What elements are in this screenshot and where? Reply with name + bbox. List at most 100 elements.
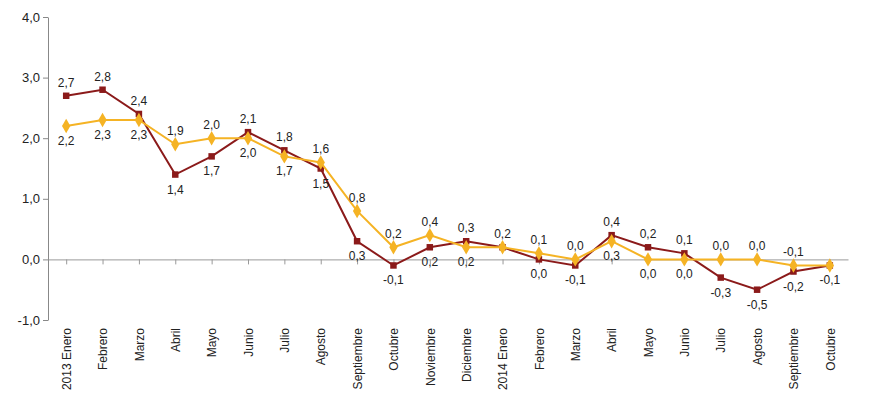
series-marker	[354, 238, 360, 244]
data-label: 2,3	[94, 128, 111, 142]
series-marker	[208, 153, 214, 159]
series-marker	[353, 204, 361, 218]
y-axis-line	[48, 18, 49, 321]
data-label: 0,0	[676, 267, 693, 281]
data-label: 2,4	[131, 94, 148, 108]
x-tick-label: Abril	[605, 328, 619, 352]
x-tick: 2014 Enero	[496, 259, 510, 390]
x-tick-label: Mayo	[205, 328, 219, 358]
x-tick-label: Julio	[714, 328, 728, 353]
series-marker	[754, 286, 760, 292]
data-label: 1,8	[276, 130, 293, 144]
data-label: 0,0	[749, 239, 766, 253]
data-label: 2,7	[58, 76, 75, 90]
series-marker	[62, 119, 70, 133]
x-tick: 2013 Enero	[60, 259, 74, 390]
y-tick-label: 3,0	[22, 70, 40, 85]
data-label: -0,2	[783, 280, 804, 294]
y-tick-mark	[43, 259, 48, 260]
x-tick-label: Febrero	[533, 328, 547, 370]
x-tick-label: Octubre	[387, 328, 401, 371]
x-tick: Abril	[169, 259, 183, 352]
x-tick-label: Junio	[678, 328, 692, 357]
data-label: 0,1	[531, 233, 548, 247]
data-label: 0,2	[640, 227, 657, 241]
x-tick-mark	[248, 259, 249, 264]
data-label: 0,2	[494, 227, 511, 241]
x-tick: Agosto	[314, 259, 328, 365]
x-tick: Diciembre	[460, 259, 474, 382]
x-tick-label: Agosto	[751, 328, 765, 366]
data-label: 1,4	[167, 183, 184, 197]
data-label: 1,6	[312, 142, 329, 156]
series-marker	[498, 240, 506, 254]
series-marker	[535, 246, 543, 260]
data-label: -0,1	[383, 273, 404, 287]
x-tick-label: Noviembre	[424, 328, 438, 386]
x-tick: Julio	[278, 259, 292, 352]
x-tick-label: Octubre	[824, 328, 838, 371]
data-label: 2,0	[240, 146, 257, 160]
y-tick-label: -1,0	[18, 313, 40, 328]
series-marker	[717, 252, 725, 266]
y-tick-label: 1,0	[22, 191, 40, 206]
series-marker	[426, 228, 434, 242]
series-marker	[680, 252, 688, 266]
x-tick-label: 2014 Enero	[496, 328, 510, 390]
x-tick-label: Diciembre	[460, 328, 474, 382]
x-tick-label: Febrero	[96, 328, 110, 370]
x-tick-label: Marzo	[133, 328, 147, 362]
y-tick: 1,0	[22, 191, 48, 206]
series-marker	[571, 252, 579, 266]
series-marker	[607, 234, 615, 248]
x-tick: Abril	[605, 259, 619, 352]
data-label: 2,1	[240, 112, 257, 126]
y-tick: -1,0	[18, 313, 48, 328]
data-label: 0,8	[349, 191, 366, 205]
series-marker	[280, 149, 288, 163]
x-tick-mark	[175, 259, 176, 264]
series-marker	[826, 258, 834, 272]
data-label: 0,4	[603, 215, 620, 229]
data-label: 0,2	[458, 255, 475, 269]
x-tick-label: Junio	[242, 328, 256, 357]
y-tick-mark	[43, 17, 48, 18]
series-marker	[98, 113, 106, 127]
x-tick: Febrero	[96, 259, 110, 370]
series-marker	[135, 113, 143, 127]
series-marker	[172, 171, 178, 177]
data-label: 2,8	[94, 70, 111, 84]
series-marker	[390, 262, 396, 268]
data-label: 0,3	[349, 249, 366, 263]
series-marker	[317, 155, 325, 169]
x-tick-label: Septiembre	[351, 328, 365, 390]
x-axis: 2013 Enero Febrero Marzo Abril Mayo Junio Juli…	[49, 259, 849, 390]
data-label: 1,9	[167, 124, 184, 138]
y-tick-label: 0,0	[22, 252, 40, 267]
y-tick: 3,0	[22, 70, 48, 85]
x-tick-mark	[212, 259, 213, 264]
x-tick: Junio	[242, 259, 256, 356]
x-tick: Mayo	[205, 259, 219, 357]
data-label: 1,5	[312, 177, 329, 191]
x-tick-mark	[103, 259, 104, 264]
x-tick-label: Mayo	[642, 328, 656, 358]
y-tick-label: 2,0	[22, 131, 40, 146]
x-tick-label: Julio	[278, 328, 292, 353]
y-tick-mark	[43, 320, 48, 321]
data-label: 0,4	[421, 215, 438, 229]
series-marker	[427, 244, 433, 250]
series-marker	[389, 240, 397, 254]
y-tick-label: 4,0	[22, 10, 40, 25]
data-label: 0,0	[640, 267, 657, 281]
series-marker	[645, 244, 651, 250]
data-label: -0,3	[710, 286, 731, 300]
series-line	[66, 90, 830, 290]
x-tick: Julio	[714, 259, 728, 352]
data-label: -0,5	[747, 298, 768, 312]
data-label: 0,0	[567, 239, 584, 253]
data-label: -0,1	[819, 273, 840, 287]
x-tick: Agosto	[751, 259, 765, 365]
x-tick: Septiembre	[351, 259, 365, 389]
series-marker	[99, 86, 105, 92]
